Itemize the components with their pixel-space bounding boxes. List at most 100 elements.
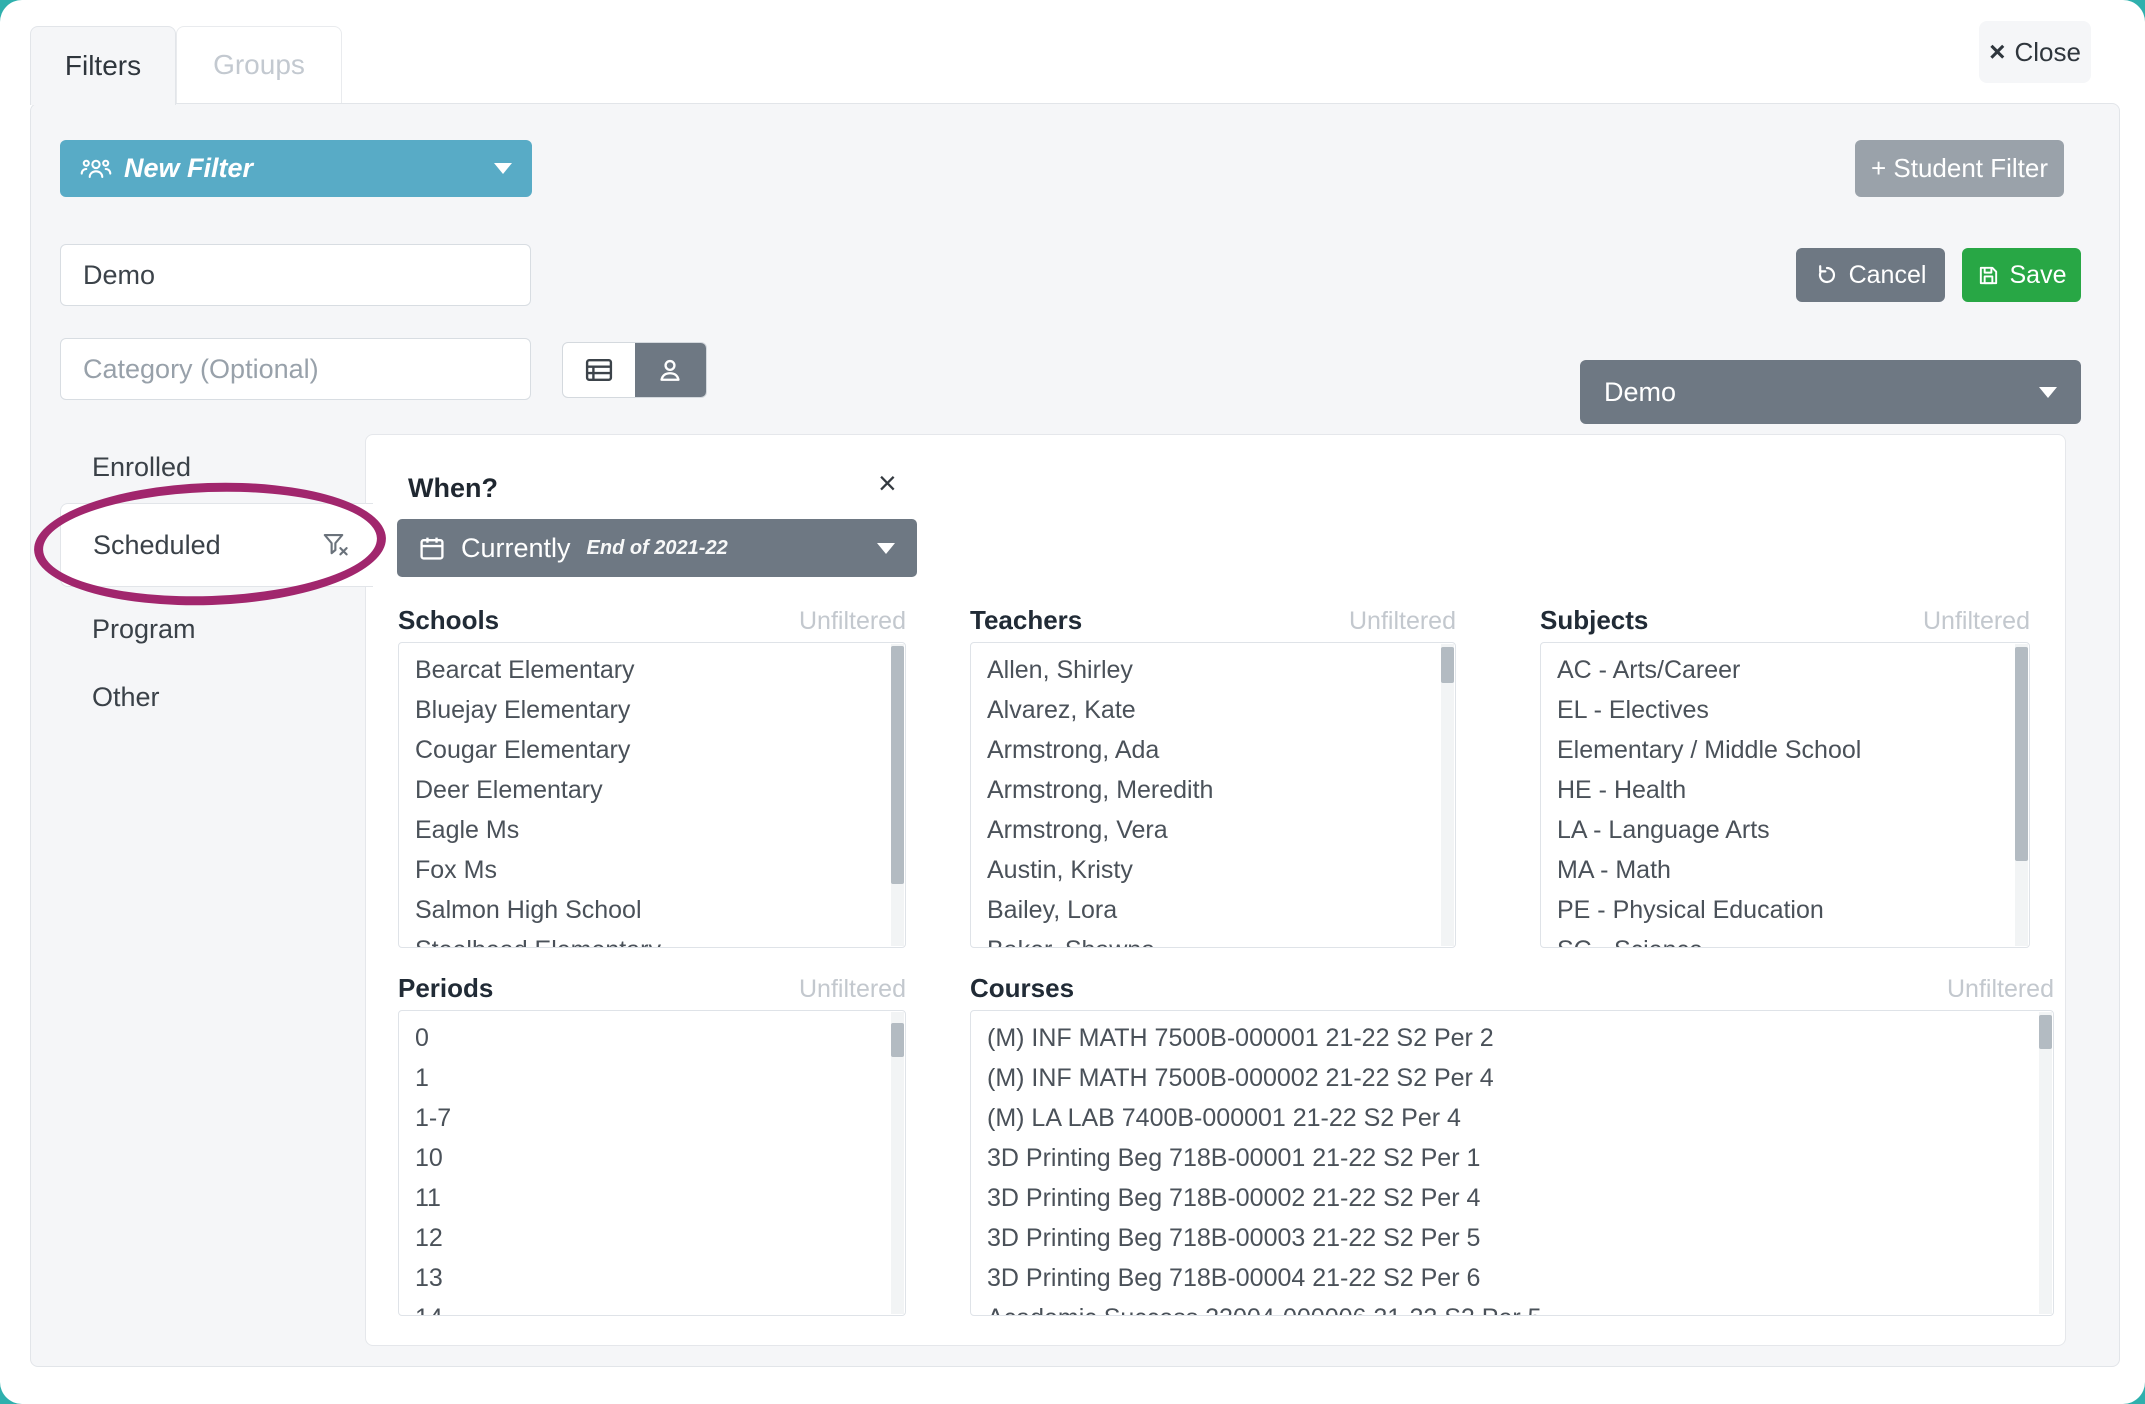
courses-status: Unfiltered bbox=[1947, 975, 2054, 1003]
caret-down-icon bbox=[877, 542, 895, 554]
list-item[interactable]: HE - Health bbox=[1557, 776, 1687, 804]
student-view-button[interactable] bbox=[634, 343, 706, 397]
sidebar-item-program[interactable]: Program bbox=[92, 613, 196, 644]
list-item[interactable]: (M) INF MATH 7500B-000001 21-22 S2 Per 2 bbox=[987, 1024, 1494, 1052]
list-item[interactable]: 0 bbox=[415, 1024, 429, 1052]
sidebar-item-other[interactable]: Other bbox=[92, 681, 160, 712]
category-input[interactable] bbox=[60, 338, 531, 400]
list-item[interactable]: Deer Elementary bbox=[415, 776, 603, 804]
view-toggle bbox=[562, 342, 707, 398]
list-item[interactable]: 1-7 bbox=[415, 1104, 452, 1132]
list-item[interactable]: Steelhead Elementary bbox=[415, 930, 871, 947]
scrollbar[interactable] bbox=[2039, 1012, 2052, 1314]
when-select[interactable]: Currently End of 2021-22 bbox=[397, 519, 917, 577]
new-filter-label: New Filter bbox=[124, 153, 254, 183]
scheduled-filter-panel: When? × Currently End of 2021-22 Schools… bbox=[365, 434, 2066, 1346]
list-item[interactable]: LA - Language Arts bbox=[1557, 816, 1770, 844]
list-item[interactable]: MA - Math bbox=[1557, 856, 1671, 884]
close-button[interactable]: × Close bbox=[1979, 21, 2091, 83]
list-item[interactable]: PE - Physical Education bbox=[1557, 896, 1824, 924]
scrollbar[interactable] bbox=[1441, 644, 1454, 946]
list-item[interactable]: Bailey, Lora bbox=[987, 896, 1118, 924]
filter-clear-icon[interactable] bbox=[321, 531, 351, 559]
caret-down-icon bbox=[2039, 386, 2057, 398]
sidebar-item-scheduled[interactable]: Scheduled bbox=[60, 503, 373, 587]
add-student-filter-button[interactable]: + Student Filter bbox=[1855, 140, 2064, 197]
list-item[interactable]: 13 bbox=[415, 1264, 443, 1292]
list-item[interactable]: Alvarez, Kate bbox=[987, 696, 1136, 724]
list-item[interactable]: Armstrong, Meredith bbox=[987, 776, 1214, 804]
calendar-icon bbox=[419, 535, 445, 561]
close-label: Close bbox=[2014, 36, 2081, 67]
teachers-status: Unfiltered bbox=[1349, 607, 1456, 635]
list-item[interactable]: Eagle Ms bbox=[415, 816, 520, 844]
subjects-listbox[interactable]: AC - Arts/Career EL - Electives Elementary… bbox=[1540, 642, 2030, 948]
table-view-button[interactable] bbox=[563, 343, 635, 397]
list-item[interactable]: Allen, Shirley bbox=[987, 656, 1133, 684]
table-icon bbox=[585, 357, 613, 383]
person-icon bbox=[657, 357, 683, 383]
scrollbar[interactable] bbox=[891, 644, 904, 946]
scrollbar-thumb[interactable] bbox=[2039, 1015, 2052, 1049]
close-icon: × bbox=[1989, 36, 2006, 67]
tab-groups[interactable]: Groups bbox=[176, 26, 342, 103]
list-item[interactable]: 10 bbox=[415, 1144, 443, 1172]
list-item[interactable]: 1 bbox=[415, 1064, 429, 1092]
filter-name-input[interactable] bbox=[60, 244, 531, 306]
scrollbar-thumb[interactable] bbox=[891, 1023, 904, 1057]
list-item[interactable]: 14 bbox=[415, 1298, 871, 1315]
list-item[interactable]: Baker, Shawna bbox=[987, 930, 1421, 947]
scrollbar-thumb[interactable] bbox=[1441, 647, 1454, 683]
periods-title: Periods bbox=[398, 973, 494, 1003]
when-close-icon[interactable]: × bbox=[878, 465, 897, 501]
courses-listbox[interactable]: (M) INF MATH 7500B-000001 21-22 S2 Per 2… bbox=[970, 1010, 2054, 1316]
scrollbar[interactable] bbox=[891, 1012, 904, 1314]
list-item[interactable]: 11 bbox=[415, 1184, 441, 1212]
cancel-button[interactable]: Cancel bbox=[1796, 248, 1945, 302]
list-item[interactable]: 3D Printing Beg 718B-00001 21-22 S2 Per … bbox=[987, 1144, 1481, 1172]
scrollbar-thumb[interactable] bbox=[891, 646, 904, 884]
list-item[interactable]: Fox Ms bbox=[415, 856, 497, 884]
teachers-listbox[interactable]: Allen, Shirley Alvarez, Kate Armstrong, Ad… bbox=[970, 642, 1456, 948]
schools-listbox[interactable]: Bearcat Elementary Bluejay Elementary Coug… bbox=[398, 642, 906, 948]
periods-listbox[interactable]: 0 1 1-7 10 11 12 13 14 bbox=[398, 1010, 906, 1316]
list-item[interactable]: Elementary / Middle School bbox=[1557, 736, 1862, 764]
list-item[interactable]: Salmon High School bbox=[415, 896, 642, 924]
list-item[interactable]: 12 bbox=[415, 1224, 443, 1252]
cancel-label: Cancel bbox=[1848, 260, 1927, 289]
periods-status: Unfiltered bbox=[799, 975, 906, 1003]
list-item[interactable]: SC - Science bbox=[1557, 930, 1995, 947]
list-item[interactable]: Bearcat Elementary bbox=[415, 656, 635, 684]
list-item[interactable]: AC - Arts/Career bbox=[1557, 656, 1741, 684]
undo-icon bbox=[1815, 263, 1839, 287]
new-filter-dropdown[interactable]: New Filter bbox=[60, 140, 532, 197]
scrollbar-thumb[interactable] bbox=[2015, 647, 2028, 861]
sidebar-item-enrolled[interactable]: Enrolled bbox=[92, 451, 192, 482]
list-item[interactable]: Bluejay Elementary bbox=[415, 696, 631, 724]
list-item[interactable]: EL - Electives bbox=[1557, 696, 1709, 724]
save-label: Save bbox=[2009, 260, 2067, 289]
scrollbar[interactable] bbox=[2015, 644, 2028, 946]
caret-down-icon bbox=[494, 163, 512, 174]
saved-filter-value: Demo bbox=[1604, 376, 1677, 407]
saved-filter-dropdown[interactable]: Demo bbox=[1580, 360, 2081, 424]
list-item[interactable]: Academic Success 22004-000006 21-22 S2 P… bbox=[987, 1298, 2019, 1315]
subjects-title: Subjects bbox=[1540, 605, 1649, 635]
save-button[interactable]: Save bbox=[1962, 248, 2081, 302]
list-item[interactable]: 3D Printing Beg 718B-00002 21-22 S2 Per … bbox=[987, 1184, 1481, 1212]
list-item[interactable]: 3D Printing Beg 718B-00004 21-22 S2 Per … bbox=[987, 1264, 1481, 1292]
when-select-value: Currently bbox=[461, 532, 571, 563]
list-item[interactable]: Armstrong, Vera bbox=[987, 816, 1168, 844]
list-item[interactable]: Armstrong, Ada bbox=[987, 736, 1160, 764]
list-item[interactable]: 3D Printing Beg 718B-00003 21-22 S2 Per … bbox=[987, 1224, 1481, 1252]
when-select-detail: End of 2021-22 bbox=[586, 536, 728, 559]
list-item[interactable]: (M) INF MATH 7500B-000002 21-22 S2 Per 4 bbox=[987, 1064, 1494, 1092]
list-item[interactable]: (M) LA LAB 7400B-000001 21-22 S2 Per 4 bbox=[987, 1104, 1461, 1132]
tab-filters[interactable]: Filters bbox=[30, 26, 176, 105]
when-title: When? bbox=[408, 473, 498, 503]
list-item[interactable]: Cougar Elementary bbox=[415, 736, 631, 764]
list-item[interactable]: Austin, Kristy bbox=[987, 856, 1133, 884]
users-icon bbox=[80, 157, 112, 181]
courses-title: Courses bbox=[970, 973, 1075, 1003]
